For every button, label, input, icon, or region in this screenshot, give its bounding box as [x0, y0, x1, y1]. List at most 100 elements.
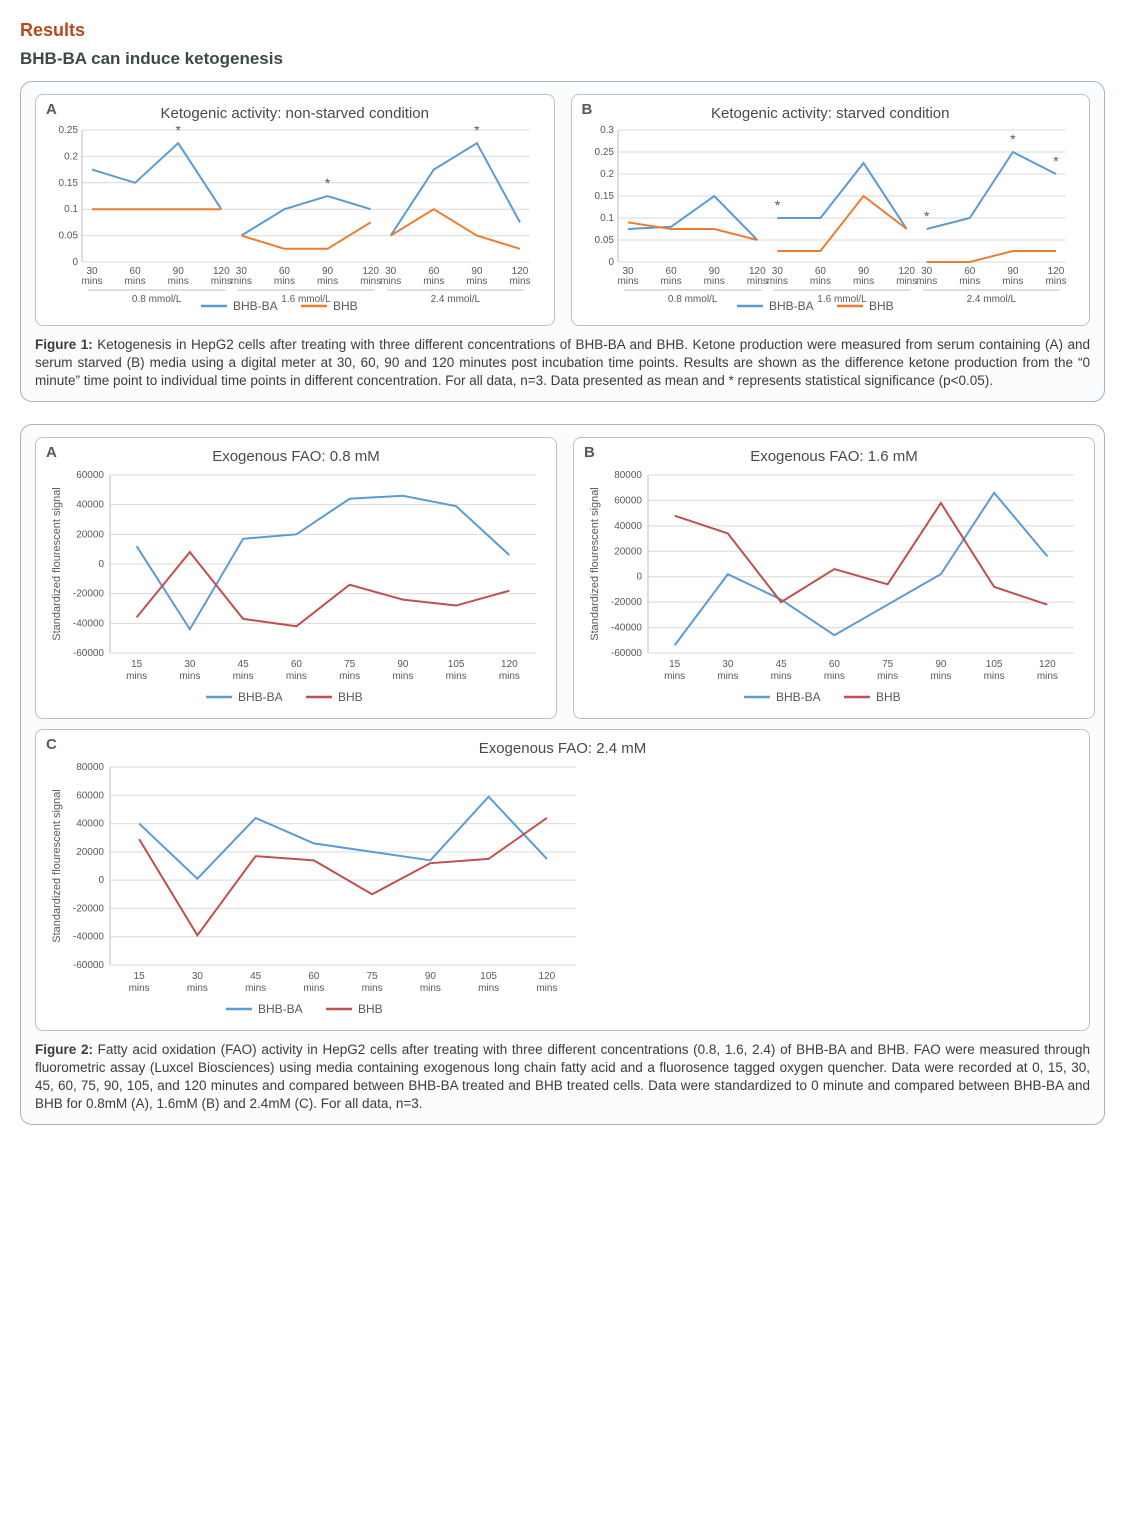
svg-text:105: 105	[986, 659, 1003, 670]
svg-text:*: *	[474, 126, 480, 138]
panel-letter: B	[584, 444, 595, 461]
svg-text:mins: mins	[916, 276, 937, 287]
svg-text:0.8 mmol/L: 0.8 mmol/L	[132, 294, 182, 305]
svg-text:40000: 40000	[614, 521, 642, 532]
svg-text:-40000: -40000	[73, 931, 105, 942]
figure-1-box: A Ketogenic activity: non-starved condit…	[20, 81, 1105, 402]
figure2-caption: Figure 2: Fatty acid oxidation (FAO) act…	[35, 1041, 1090, 1114]
svg-text:30: 30	[722, 659, 734, 670]
svg-text:*: *	[325, 175, 331, 191]
svg-text:-60000: -60000	[73, 960, 105, 971]
subheading-ketogenesis: BHB-BA can induce ketogenesis	[20, 49, 1105, 69]
svg-text:BHB: BHB	[333, 299, 358, 313]
svg-text:mins: mins	[617, 276, 638, 287]
svg-text:90: 90	[935, 659, 947, 670]
svg-text:mins: mins	[179, 671, 200, 682]
svg-text:0: 0	[72, 257, 78, 268]
svg-text:75: 75	[882, 659, 894, 670]
svg-text:45: 45	[776, 659, 788, 670]
svg-text:mins: mins	[959, 276, 980, 287]
svg-text:2.4 mmol/L: 2.4 mmol/L	[966, 294, 1016, 305]
svg-text:105: 105	[448, 659, 465, 670]
svg-text:20000: 20000	[76, 847, 104, 858]
svg-text:120: 120	[1039, 659, 1056, 670]
svg-text:mins: mins	[380, 276, 401, 287]
svg-text:60000: 60000	[614, 495, 642, 506]
svg-text:mins: mins	[466, 276, 487, 287]
svg-text:60000: 60000	[76, 470, 104, 481]
chart-title: Ketogenic activity: non-starved conditio…	[46, 105, 544, 122]
figure1b-svg: 00.050.10.150.20.250.330mins60mins90mins…	[582, 126, 1072, 316]
svg-text:mins: mins	[303, 983, 324, 994]
svg-text:mins: mins	[660, 276, 681, 287]
svg-text:120: 120	[539, 971, 556, 982]
svg-text:BHB: BHB	[876, 690, 901, 704]
svg-text:90: 90	[425, 971, 437, 982]
svg-text:20000: 20000	[614, 546, 642, 557]
chart-title: Exogenous FAO: 0.8 mM	[46, 448, 546, 465]
svg-text:0.25: 0.25	[594, 147, 614, 158]
panel-letter: B	[582, 101, 593, 118]
figure2-caption-text: Fatty acid oxidation (FAO) activity in H…	[35, 1042, 1090, 1112]
svg-text:mins: mins	[360, 276, 381, 287]
svg-text:mins: mins	[317, 276, 338, 287]
svg-text:BHB-BA: BHB-BA	[769, 299, 814, 313]
svg-text:mins: mins	[129, 983, 150, 994]
svg-text:0.25: 0.25	[59, 126, 79, 136]
figure1-caption-text: Ketogenesis in HepG2 cells after treatin…	[35, 337, 1090, 388]
svg-text:mins: mins	[478, 983, 499, 994]
svg-text:1.6 mmol/L: 1.6 mmol/L	[817, 294, 867, 305]
svg-text:0.2: 0.2	[600, 169, 614, 180]
svg-text:*: *	[1010, 131, 1016, 147]
svg-text:mins: mins	[126, 671, 147, 682]
svg-text:mins: mins	[717, 671, 738, 682]
svg-text:mins: mins	[423, 276, 444, 287]
svg-text:0.1: 0.1	[64, 204, 78, 215]
svg-text:0.15: 0.15	[59, 178, 79, 189]
svg-text:mins: mins	[125, 276, 146, 287]
svg-text:mins: mins	[896, 276, 917, 287]
svg-text:45: 45	[238, 659, 250, 670]
svg-text:BHB-BA: BHB-BA	[258, 1002, 303, 1016]
panel-letter: A	[46, 444, 57, 461]
svg-text:mins: mins	[286, 671, 307, 682]
svg-text:20000: 20000	[76, 529, 104, 540]
svg-text:mins: mins	[766, 276, 787, 287]
svg-text:mins: mins	[499, 671, 520, 682]
figure2-panel-a: A Exogenous FAO: 0.8 mM -60000-40000-200…	[35, 437, 557, 719]
svg-text:75: 75	[344, 659, 356, 670]
svg-text:mins: mins	[930, 671, 951, 682]
svg-text:Standardized flourescent signa: Standardized flourescent signal	[51, 789, 63, 942]
svg-text:45: 45	[250, 971, 262, 982]
svg-text:0.8 mmol/L: 0.8 mmol/L	[667, 294, 717, 305]
svg-text:30: 30	[192, 971, 204, 982]
svg-text:0.1: 0.1	[600, 213, 614, 224]
svg-text:40000: 40000	[76, 499, 104, 510]
svg-text:-40000: -40000	[73, 618, 105, 629]
figure2c-svg: -60000-40000-20000020000400006000080000S…	[46, 761, 586, 1021]
svg-text:75: 75	[367, 971, 379, 982]
panel-letter: C	[46, 736, 57, 753]
figure2a-svg: -60000-40000-200000200004000060000Standa…	[46, 469, 546, 709]
svg-text:mins: mins	[362, 983, 383, 994]
svg-text:0: 0	[98, 559, 104, 570]
svg-text:-40000: -40000	[611, 622, 643, 633]
svg-text:-20000: -20000	[73, 903, 105, 914]
svg-text:mins: mins	[1045, 276, 1066, 287]
chart-title: Exogenous FAO: 2.4 mM	[46, 740, 1079, 757]
svg-text:mins: mins	[1037, 671, 1058, 682]
figure1-panel-b: B Ketogenic activity: starved condition …	[571, 94, 1091, 326]
svg-text:BHB: BHB	[338, 690, 363, 704]
figure1-caption-label: Figure 1:	[35, 337, 93, 352]
svg-text:mins: mins	[81, 276, 102, 287]
svg-text:0: 0	[98, 875, 104, 886]
svg-text:15: 15	[131, 659, 143, 670]
svg-text:-20000: -20000	[611, 597, 643, 608]
svg-text:80000: 80000	[614, 470, 642, 481]
svg-text:-60000: -60000	[73, 648, 105, 659]
figure2-caption-label: Figure 2:	[35, 1042, 93, 1057]
svg-text:0: 0	[636, 571, 642, 582]
figure2b-svg: -60000-40000-20000020000400006000080000S…	[584, 469, 1084, 709]
svg-text:*: *	[1053, 153, 1059, 169]
svg-text:BHB: BHB	[869, 299, 894, 313]
